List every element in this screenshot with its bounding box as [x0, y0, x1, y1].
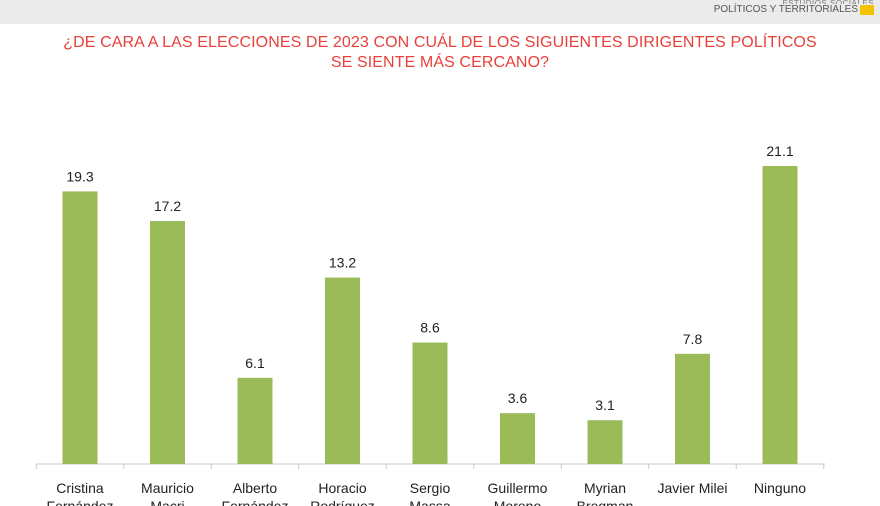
- bar-value-label: 21.1: [766, 143, 793, 159]
- bar: [587, 420, 623, 464]
- bar: [675, 353, 710, 464]
- category-label: Cristina Fernández: [47, 480, 114, 506]
- bar: [412, 342, 448, 464]
- brand-top-text: ESTUDIOS SOCIALES: [714, 0, 874, 4]
- chart-title-line-2: SE SIENTE MÁS CERCANO?: [330, 54, 550, 71]
- chart-title-line-1: ¿DE CARA A LAS ELECCIONES DE 2023 CON CU…: [63, 34, 817, 51]
- bar: [237, 377, 273, 464]
- top-bar: ESTUDIOS SOCIALES POLÍTICOS Y TERRITORIA…: [0, 0, 880, 24]
- bar-value-label: 6.1: [245, 355, 265, 371]
- category-label: Mauricio Macri: [141, 480, 194, 506]
- bar: [500, 413, 535, 464]
- bar: [150, 221, 185, 464]
- category-label: Javier Milei: [657, 480, 727, 496]
- category-label: Guillermo Moreno: [488, 480, 548, 506]
- brand-logo: ESTUDIOS SOCIALES POLÍTICOS Y TERRITORIA…: [714, 0, 874, 16]
- bar: [62, 191, 98, 464]
- bar-value-label: 7.8: [683, 331, 703, 347]
- category-label: Sergio Massa: [409, 480, 450, 506]
- category-label: Horacio Rodríguez: [310, 480, 375, 506]
- category-label: Alberto Fernández: [222, 480, 289, 506]
- bar: [762, 166, 798, 464]
- brand-square-icon: [860, 5, 874, 15]
- chart-title: ¿DE CARA A LAS ELECCIONES DE 2023 CON CU…: [0, 33, 880, 73]
- bar-value-label: 8.6: [420, 320, 440, 336]
- bar-value-label: 17.2: [154, 198, 181, 214]
- bar: [325, 277, 360, 464]
- bar-value-label: 3.1: [595, 397, 615, 413]
- bar-value-label: 19.3: [66, 168, 93, 184]
- brand-main-text: POLÍTICOS Y TERRITORIALES: [713, 4, 858, 15]
- category-label: Ninguno: [754, 480, 806, 496]
- category-label: Myrian Bregman: [577, 480, 634, 506]
- bar-value-label: 3.6: [508, 390, 528, 406]
- bar-value-label: 13.2: [329, 255, 356, 271]
